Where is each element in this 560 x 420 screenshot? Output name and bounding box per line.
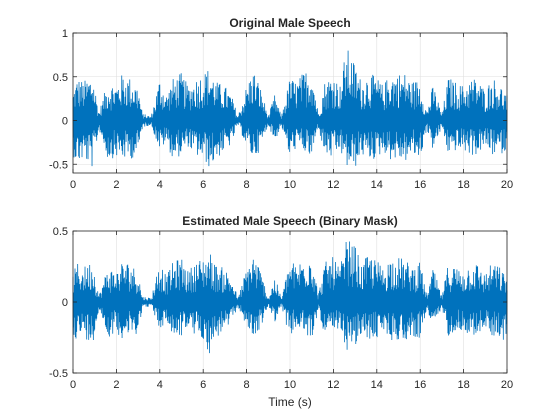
x-tick-label: 4 xyxy=(157,379,163,391)
x-tick-label: 8 xyxy=(244,179,250,191)
x-tick-label: 12 xyxy=(327,379,339,391)
x-tick-label: 12 xyxy=(327,179,339,191)
x-tick-label: 4 xyxy=(157,179,163,191)
x-tick-label: 16 xyxy=(414,379,426,391)
x-tick-label: 20 xyxy=(501,179,513,191)
x-tick-label: 2 xyxy=(113,179,119,191)
x-tick-label: 16 xyxy=(414,179,426,191)
x-tick-label: 0 xyxy=(70,179,76,191)
waveform-line xyxy=(72,241,508,354)
y-tick-label: 0.5 xyxy=(53,226,68,238)
x-tick-label: 18 xyxy=(457,379,469,391)
y-tick-label: 1 xyxy=(62,28,68,40)
x-tick-label: 14 xyxy=(371,179,383,191)
x-tick-label: 10 xyxy=(284,379,296,391)
x-tick-label: 20 xyxy=(501,379,513,391)
x-tick-label: 0 xyxy=(70,379,76,391)
x-tick-label: 10 xyxy=(284,179,296,191)
x-tick-label: 8 xyxy=(244,379,250,391)
chart-title: Original Male Speech xyxy=(229,16,350,30)
x-tick-label: 2 xyxy=(113,379,119,391)
y-tick-label: 0 xyxy=(62,297,68,309)
x-tick-label: 6 xyxy=(200,379,206,391)
x-tick-label: 6 xyxy=(200,179,206,191)
chart-title: Estimated Male Speech (Binary Mask) xyxy=(182,214,397,228)
y-tick-label: 0 xyxy=(62,116,68,128)
x-tick-label: 18 xyxy=(457,179,469,191)
y-tick-label: 0.5 xyxy=(53,72,68,84)
waveform-line xyxy=(72,50,508,167)
x-tick-label: 14 xyxy=(371,379,383,391)
y-tick-label: -0.5 xyxy=(49,368,68,380)
y-tick-label: -0.5 xyxy=(49,159,68,171)
x-axis-label: Time (s) xyxy=(268,395,312,409)
